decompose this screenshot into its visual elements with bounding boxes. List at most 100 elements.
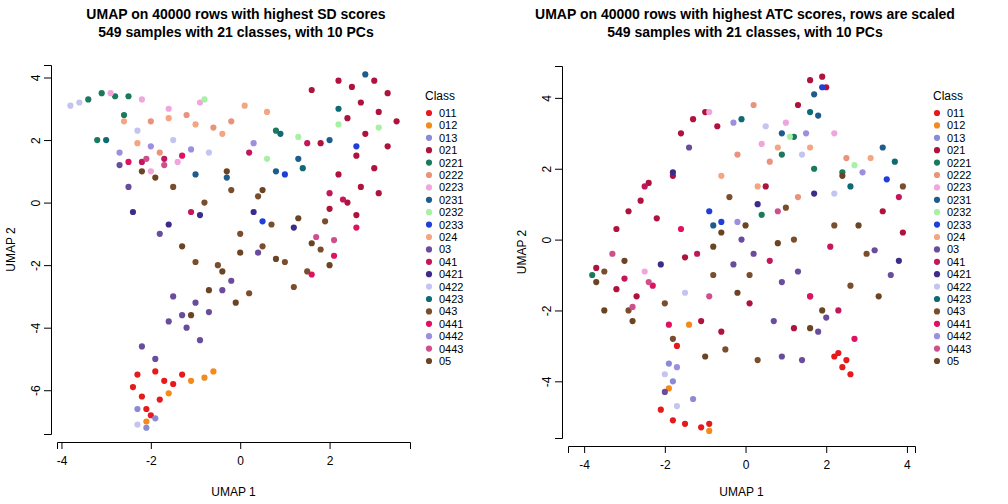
point [718, 173, 724, 179]
legend-swatch [426, 172, 432, 178]
series [601, 183, 906, 363]
y-axis-title: UMAP 2 [4, 227, 18, 272]
point [139, 393, 145, 399]
point [353, 212, 359, 218]
legend-label: 0442 [947, 330, 971, 342]
point [755, 183, 761, 189]
legend-label: 041 [439, 256, 457, 268]
series [642, 109, 838, 275]
legend-label: 0423 [947, 293, 971, 305]
point [642, 268, 648, 274]
point [94, 137, 100, 143]
y-tick-mark [555, 310, 562, 311]
point [277, 131, 283, 137]
point [609, 251, 615, 257]
point [215, 262, 221, 268]
point [888, 272, 894, 278]
point [130, 384, 136, 390]
point [859, 169, 865, 175]
series [710, 91, 886, 228]
point [880, 208, 886, 214]
legend-label: 043 [947, 305, 965, 317]
point [710, 244, 716, 250]
x-tick: 0 [743, 446, 750, 472]
point [201, 375, 207, 381]
legend-swatch [426, 259, 432, 265]
point [654, 215, 660, 221]
legend-swatch [426, 271, 432, 277]
point [662, 371, 668, 377]
point [166, 390, 172, 396]
point [674, 403, 680, 409]
point [863, 251, 869, 257]
x-tick: -2 [146, 442, 157, 468]
point [621, 275, 627, 281]
point [638, 198, 644, 204]
series [67, 99, 212, 427]
legend-label: 03 [947, 243, 959, 255]
point [116, 149, 122, 155]
point [121, 118, 127, 124]
x-tick-label: 2 [823, 458, 830, 472]
point [642, 183, 648, 189]
point [670, 169, 676, 175]
point [264, 156, 270, 162]
point [166, 221, 172, 227]
point [152, 356, 158, 362]
point [900, 229, 906, 235]
legend-swatch [934, 259, 940, 265]
point [125, 93, 131, 99]
point [148, 118, 154, 124]
point [847, 283, 853, 289]
point [799, 151, 805, 157]
point [291, 284, 297, 290]
point [99, 90, 105, 96]
point [670, 336, 676, 342]
point [855, 222, 861, 228]
x-tick-mark [330, 442, 331, 449]
y-tick-mark [44, 265, 51, 266]
legend-swatch [426, 321, 432, 327]
series [787, 134, 858, 169]
y-tick-label: -6 [29, 385, 43, 396]
legend-swatch [934, 271, 940, 277]
point [264, 109, 270, 115]
series [706, 84, 890, 225]
point [843, 155, 849, 161]
point [358, 99, 364, 105]
point [811, 91, 817, 97]
point [353, 225, 359, 231]
point [353, 153, 359, 159]
point [237, 231, 243, 237]
y-tick: 4 [29, 74, 51, 81]
legend-swatch [934, 222, 940, 228]
point [282, 259, 288, 265]
point [192, 171, 198, 177]
x-tick: 2 [327, 442, 334, 468]
point [787, 134, 793, 140]
point [219, 268, 225, 274]
point [192, 259, 198, 265]
point [134, 422, 140, 428]
point [309, 87, 315, 93]
point [335, 78, 341, 84]
point [166, 115, 172, 121]
x-tick-mark [826, 446, 827, 453]
point [759, 212, 765, 218]
legend-label: 0421 [947, 268, 971, 280]
point [335, 171, 341, 177]
series [139, 168, 333, 318]
legend-swatch [426, 197, 432, 203]
point [309, 240, 315, 246]
point [237, 250, 243, 256]
x-tick-mark [746, 446, 747, 453]
legend: Class01101201302102210222022302310232023… [425, 89, 463, 367]
point [827, 244, 833, 250]
legend-label: 03 [439, 243, 451, 255]
legend: Class01101201302102210222022302310232023… [933, 89, 971, 367]
x-tick: 4 [904, 446, 911, 472]
point [807, 77, 813, 83]
legend-swatch [426, 135, 432, 141]
legend-swatch [426, 222, 432, 228]
legend-label: 011 [439, 107, 457, 119]
